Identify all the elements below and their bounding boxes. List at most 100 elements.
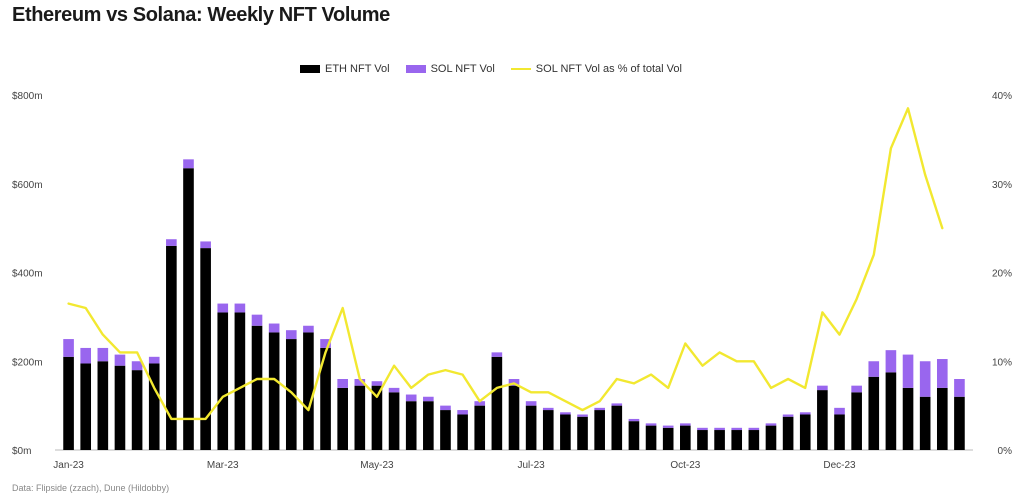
bar-eth xyxy=(423,401,434,450)
chart-source: Data: Flipside (zzach), Dune (Hildobby) xyxy=(12,483,170,493)
bar-eth xyxy=(525,405,537,450)
bar-eth xyxy=(851,392,862,450)
bar-eth xyxy=(714,430,725,450)
bar-eth xyxy=(954,396,965,450)
y-right-tick-label: 10% xyxy=(992,357,1012,368)
bar-sol xyxy=(114,354,126,366)
bar-sol xyxy=(303,325,314,333)
bar-eth xyxy=(440,410,451,450)
bar-eth xyxy=(542,410,554,450)
legend-swatch-eth xyxy=(300,65,320,73)
bar-eth xyxy=(457,414,468,450)
bar-eth xyxy=(148,363,160,450)
bar-eth xyxy=(799,414,811,450)
y-left-tick-label: $800m xyxy=(12,91,43,102)
bar-eth xyxy=(474,405,486,450)
bar-eth xyxy=(285,339,297,450)
bar-sol xyxy=(954,379,965,397)
bar-sol xyxy=(868,361,880,377)
bar-sol xyxy=(268,323,280,333)
chart-title: Ethereum vs Solana: Weekly NFT Volume xyxy=(12,4,390,26)
bar-eth xyxy=(902,387,914,450)
bar-eth xyxy=(662,427,674,450)
bar-sol xyxy=(645,423,657,426)
bar-sol xyxy=(354,379,366,386)
bar-sol xyxy=(371,381,383,386)
chart-legend: ETH NFT Vol SOL NFT Vol SOL NFT Vol as %… xyxy=(300,63,682,75)
bar-sol xyxy=(440,405,451,411)
bar-sol xyxy=(577,414,588,417)
bar-sol xyxy=(748,427,760,431)
bar-sol xyxy=(166,239,177,246)
legend-item-pct: SOL NFT Vol as % of total Vol xyxy=(510,63,682,75)
x-tick-label: Mar-23 xyxy=(207,460,239,471)
y-right-tick-label: 30% xyxy=(992,180,1012,191)
bar-eth xyxy=(354,385,366,450)
y-right-tick-label: 20% xyxy=(992,269,1012,280)
bar-sol xyxy=(799,412,811,415)
y-left-tick-label: $200m xyxy=(12,357,43,368)
bar-sol xyxy=(80,347,92,364)
x-tick-label: May-23 xyxy=(360,460,394,471)
bar-sol xyxy=(525,401,537,406)
bar-sol xyxy=(491,352,503,357)
bar-sol xyxy=(560,412,571,415)
x-tick-label: Jan-23 xyxy=(53,460,84,471)
bar-sol xyxy=(183,159,194,169)
bar-sol xyxy=(200,241,211,249)
y-right-tick-label: 0% xyxy=(998,446,1013,457)
bar-eth xyxy=(577,416,588,450)
bar-eth xyxy=(303,332,314,450)
bar-eth xyxy=(508,385,520,450)
bar-sol xyxy=(885,350,897,373)
bar-sol xyxy=(405,394,417,402)
bar-eth xyxy=(114,365,126,450)
bar-eth xyxy=(200,248,211,450)
line-sol-pct xyxy=(67,107,944,421)
bar-sol xyxy=(251,314,263,326)
legend-label-sol: SOL NFT Vol xyxy=(430,63,495,75)
bar-eth xyxy=(868,376,880,450)
bar-eth xyxy=(234,312,246,450)
bar-sol xyxy=(594,407,605,411)
bar-eth xyxy=(645,425,657,450)
bar-sol xyxy=(902,354,914,388)
bar-eth xyxy=(611,405,623,450)
bar-sol xyxy=(697,427,708,431)
bar-sol xyxy=(542,407,554,411)
bar-sol xyxy=(148,356,160,364)
bar-eth xyxy=(765,425,777,450)
bar-eth xyxy=(217,312,229,450)
legend-label-eth: ETH NFT Vol xyxy=(325,63,390,75)
bar-sol xyxy=(817,385,828,391)
bar-sol xyxy=(457,410,468,415)
legend-item-sol: SOL NFT Vol xyxy=(405,63,495,75)
bar-eth xyxy=(885,372,897,450)
bar-sol xyxy=(680,423,691,426)
bar-sol xyxy=(234,303,246,313)
bar-eth xyxy=(817,390,828,450)
y-left-tick-label: $600m xyxy=(12,180,43,191)
bar-sol xyxy=(628,418,640,422)
bar-eth xyxy=(731,430,743,450)
bar-eth xyxy=(63,356,74,450)
bar-sol xyxy=(131,361,143,371)
bar-sol xyxy=(337,379,348,388)
bar-eth xyxy=(697,430,708,450)
bar-sol xyxy=(714,427,725,431)
legend-swatch-sol xyxy=(405,65,426,73)
bar-eth xyxy=(405,401,417,450)
bar-eth xyxy=(183,168,194,450)
bar-eth xyxy=(560,414,571,450)
bar-eth xyxy=(782,416,794,450)
bar-eth xyxy=(936,387,948,450)
bar-eth xyxy=(834,414,845,450)
y-right-tick-label: 40% xyxy=(992,91,1012,102)
bar-eth xyxy=(80,363,92,450)
bar-sol xyxy=(662,425,674,428)
x-tick-label: Dec-23 xyxy=(823,460,856,471)
bar-sol xyxy=(474,401,486,406)
y-left-tick-label: $400m xyxy=(12,269,43,280)
bar-sol xyxy=(388,387,400,393)
